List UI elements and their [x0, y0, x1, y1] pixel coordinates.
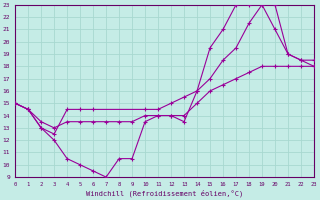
X-axis label: Windchill (Refroidissement éolien,°C): Windchill (Refroidissement éolien,°C) [86, 190, 243, 197]
